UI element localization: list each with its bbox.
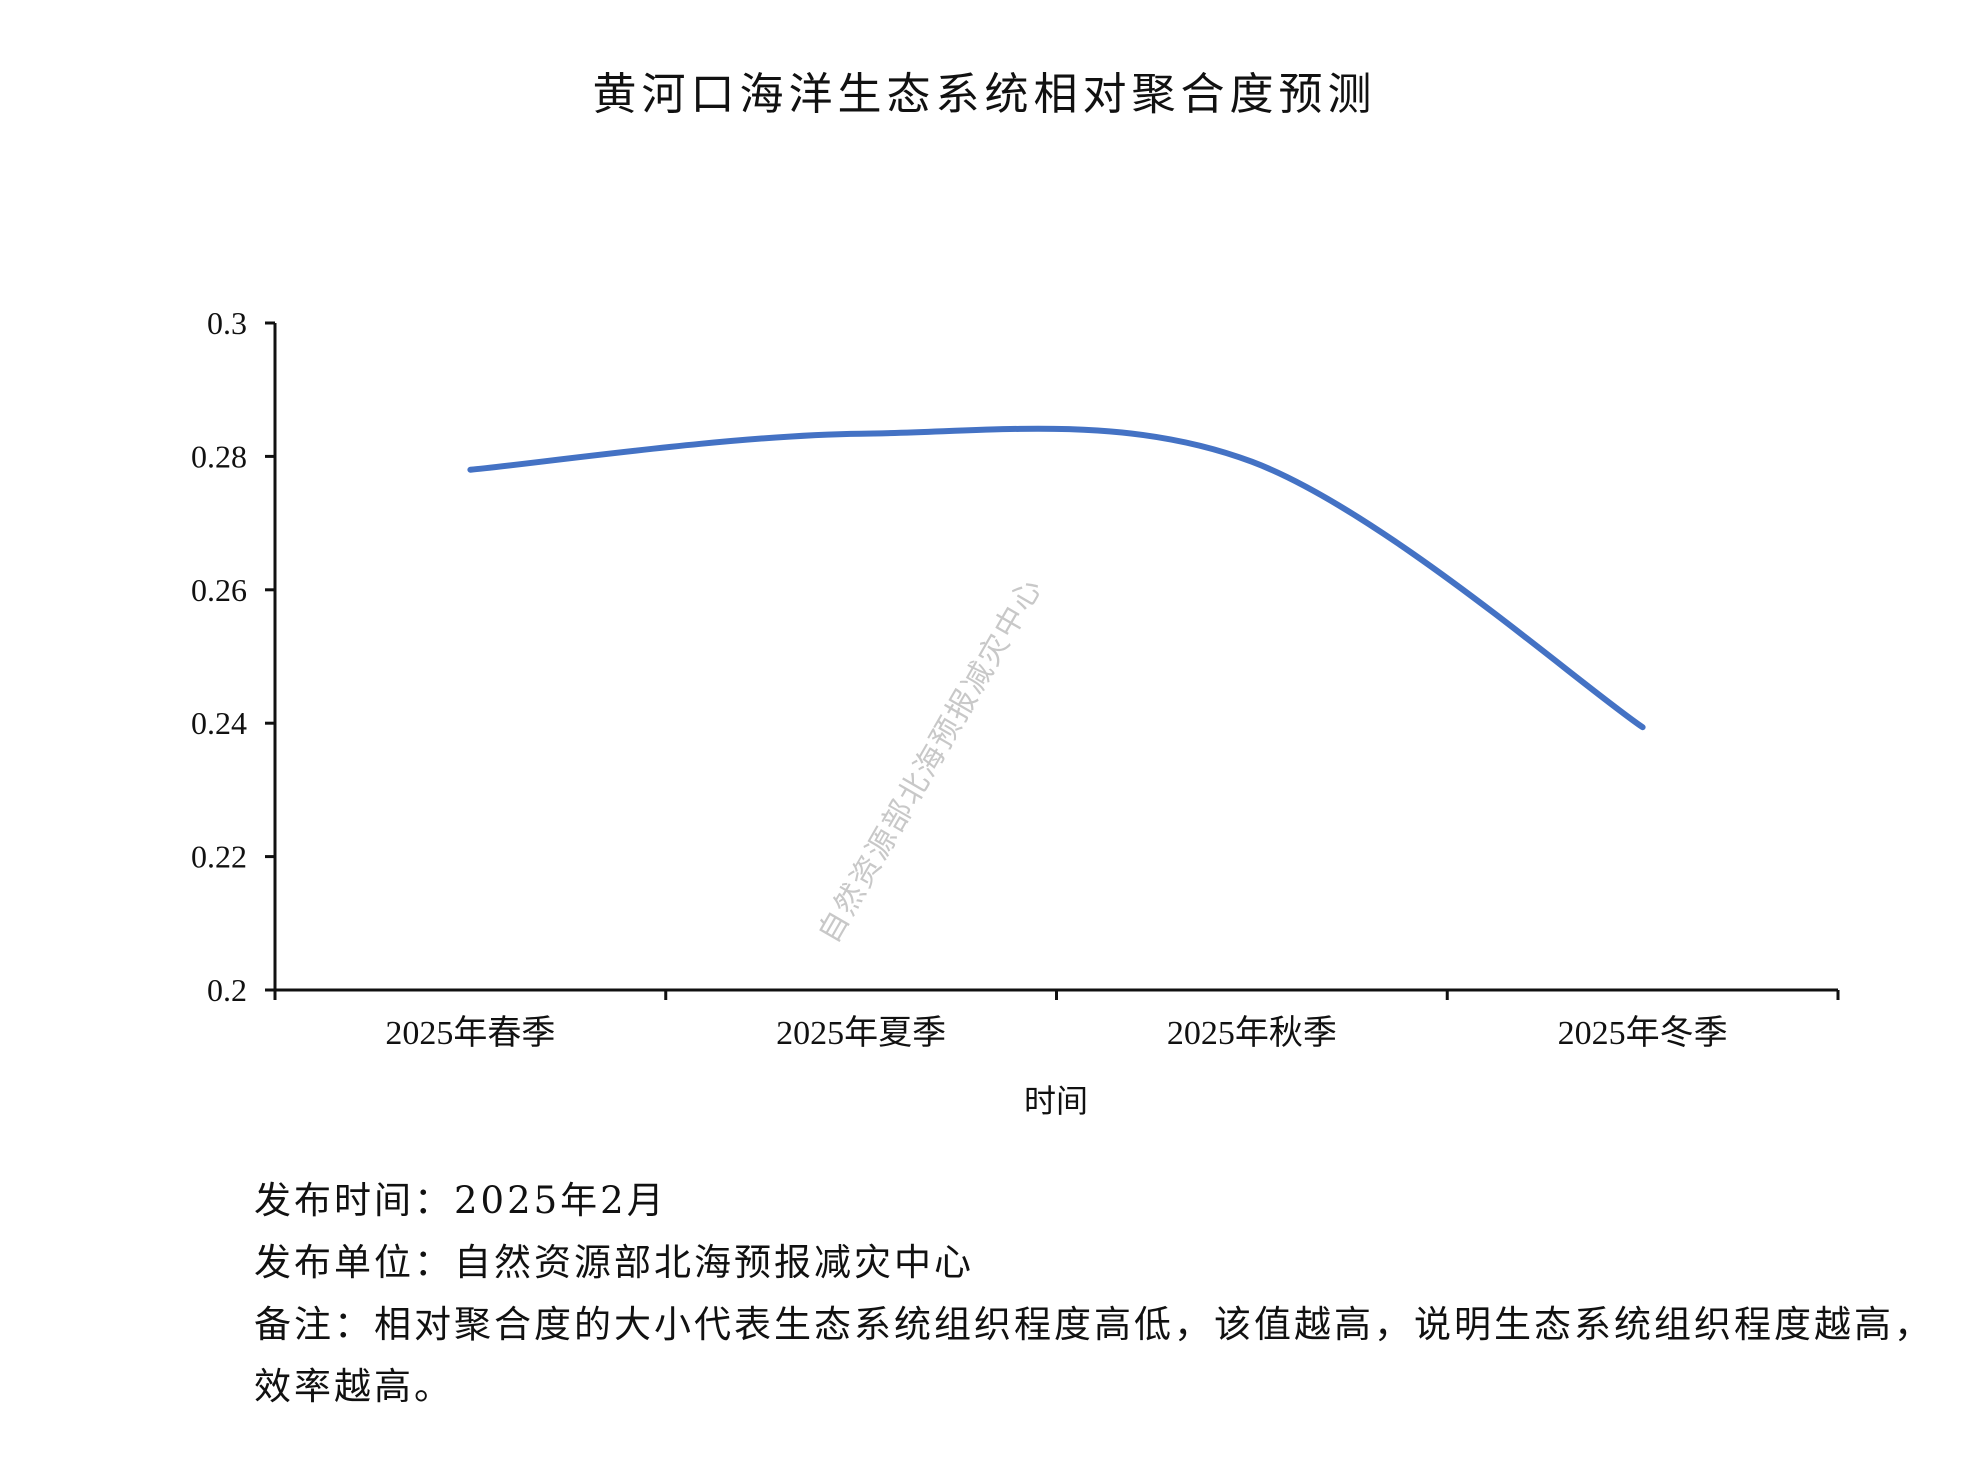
y-tick-label: 0.26 <box>191 572 247 608</box>
x-tick-label: 2025年春季 <box>385 1014 555 1052</box>
x-tick-label: 2025年夏季 <box>776 1014 946 1052</box>
series-line <box>467 425 1646 731</box>
publisher: 发布单位：自然资源部北海预报减灾中心 <box>254 1241 974 1284</box>
chart-title: 黄河口海洋生态系统相对聚合度预测 <box>592 69 1377 120</box>
y-tick-label: 0.24 <box>191 705 247 741</box>
publish-time: 发布时间：2025年2月 <box>254 1179 667 1222</box>
notes-block: 发布时间：2025年2月 发布单位：自然资源部北海预报减灾中心 备注：相对聚合度… <box>254 1170 1954 1418</box>
watermark-text: 自然资源部北海预报减灾中心 <box>812 571 1050 949</box>
y-ticks: 0.3 0.28 0.26 0.24 0.22 0.2 <box>191 305 275 1008</box>
remark: 备注：相对聚合度的大小代表生态系统组织程度高低，该值越高，说明生态系统组织程度越… <box>254 1303 1934 1408</box>
y-tick-label: 0.22 <box>191 839 247 875</box>
y-tick-label: 0.2 <box>207 972 247 1008</box>
x-ticks: 2025年春季 2025年夏季 2025年秋季 2025年冬季 <box>273 990 1840 1052</box>
x-tick-label: 2025年秋季 <box>1167 1014 1337 1052</box>
x-tick-label: 2025年冬季 <box>1558 1014 1728 1052</box>
y-tick-label: 0.3 <box>207 305 247 341</box>
x-axis-title: 时间 <box>1024 1082 1088 1120</box>
watermark: 自然资源部北海预报减灾中心 <box>812 571 1050 949</box>
y-tick-label: 0.28 <box>191 438 247 474</box>
